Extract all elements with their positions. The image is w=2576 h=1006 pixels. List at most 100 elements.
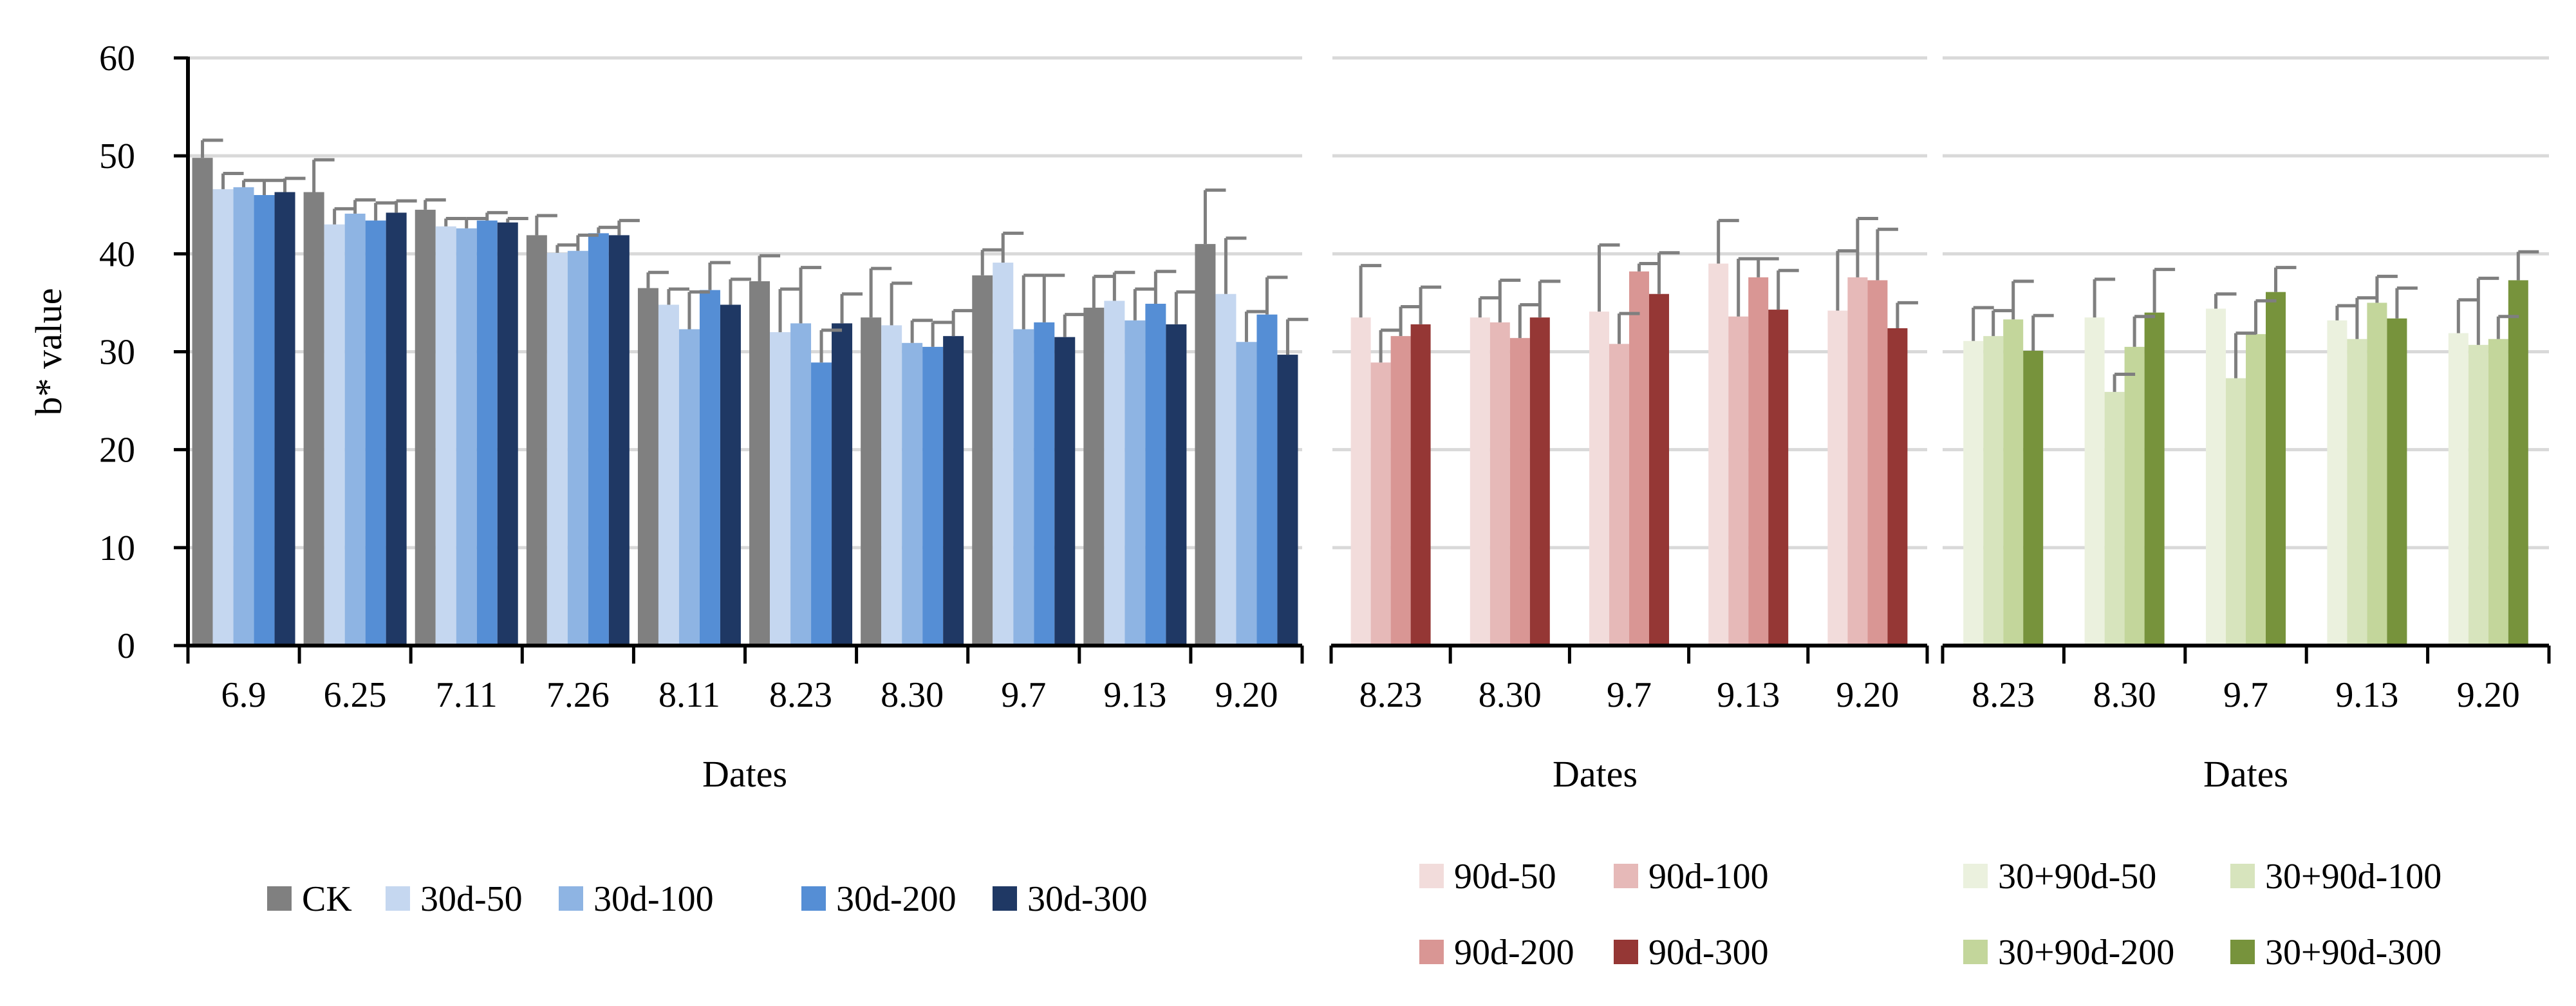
bar-90d-300-9.20 [1887, 328, 1908, 646]
bar-30+90d-50-9.13 [2327, 320, 2347, 646]
legend-label: 90d-50 [1454, 857, 1556, 897]
bar-30d-50-6.9 [212, 189, 234, 646]
bar-30d-50-8.30 [881, 325, 902, 646]
category-label: 7.11 [436, 675, 498, 715]
y-tick-label: 50 [99, 136, 135, 176]
legend-label: CK [302, 879, 352, 919]
y-tick-label: 10 [99, 528, 135, 568]
bar-30d-200-8.30 [922, 346, 944, 646]
bar-30d-100-9.13 [1125, 320, 1146, 646]
bar-90d-100-8.30 [1489, 322, 1510, 646]
legend-label: 30d-100 [593, 879, 714, 919]
bar-30d-300-6.25 [386, 212, 407, 646]
legend-swatch-30+90d-100 [2230, 864, 2255, 888]
bar-30+90d-100-9.13 [2347, 339, 2367, 646]
category-label: 9.7 [1001, 675, 1046, 715]
bar-30d-200-6.25 [365, 220, 386, 646]
category-label: 6.25 [324, 675, 387, 715]
bar-90d-300-8.30 [1529, 317, 1550, 646]
bar-30d-50-8.23 [770, 332, 791, 646]
bar-90d-50-9.7 [1589, 312, 1609, 646]
bar-90d-50-8.23 [1350, 317, 1371, 646]
legend-label: 90d-200 [1454, 933, 1574, 973]
bar-30+90d-300-8.23 [2023, 350, 2044, 646]
legend-label: 30+90d-300 [2265, 933, 2441, 973]
bar-30d-100-8.30 [902, 342, 923, 646]
legend-label: 30+90d-100 [2265, 857, 2441, 897]
bar-30d-300-6.9 [274, 192, 295, 646]
bar-CK-9.13 [1083, 308, 1105, 646]
bar-30+90d-300-9.7 [2266, 292, 2286, 646]
legend-label: 30+90d-200 [1998, 933, 2174, 973]
legend-swatch-30d-100 [559, 886, 583, 911]
bar-30d-100-7.26 [567, 250, 588, 646]
x-axis-title: Dates [2203, 753, 2288, 795]
bar-30+90d-100-8.23 [1983, 336, 2004, 646]
category-label: 9.7 [1607, 675, 1652, 715]
bar-30d-300-9.13 [1166, 324, 1187, 646]
bar-30d-300-9.20 [1277, 355, 1298, 646]
bar-CK-7.11 [415, 209, 436, 646]
bar-30d-300-8.11 [720, 304, 741, 646]
bar-30+90d-50-8.23 [1963, 340, 1984, 646]
bar-30+90d-200-8.30 [2124, 346, 2145, 646]
y-tick-label: 30 [99, 333, 135, 373]
bar-CK-9.20 [1195, 244, 1216, 646]
bar-30d-100-6.25 [344, 213, 366, 646]
bar-90d-200-8.23 [1390, 336, 1411, 646]
bar-30d-300-9.7 [1054, 337, 1076, 646]
legend-label: 90d-100 [1648, 857, 1769, 897]
y-tick-label: 0 [117, 626, 135, 666]
bar-30+90d-200-9.13 [2367, 303, 2387, 646]
bar-30+90d-50-9.7 [2206, 308, 2226, 646]
bar-30+90d-200-8.23 [2003, 319, 2024, 646]
bar-30d-100-9.20 [1236, 342, 1257, 646]
bar-CK-9.7 [972, 275, 993, 646]
bar-CK-6.25 [303, 192, 324, 646]
bar-30d-200-7.11 [476, 220, 498, 646]
bar-CK-7.26 [526, 235, 547, 646]
legend-label: 30d-300 [1027, 879, 1148, 919]
bar-90d-200-9.13 [1748, 277, 1769, 646]
legend-swatch-30d-50 [386, 886, 410, 911]
bar-30d-50-6.25 [324, 224, 345, 646]
bar-30d-50-8.11 [658, 304, 679, 646]
category-label: 9.20 [2457, 675, 2520, 715]
bar-90d-200-9.7 [1629, 271, 1649, 646]
bar-30d-50-9.13 [1104, 301, 1125, 646]
bar-30+90d-50-9.20 [2448, 333, 2469, 646]
bar-30d-50-9.7 [993, 263, 1014, 646]
bar-30+90d-100-8.30 [2104, 391, 2125, 646]
bar-90d-100-9.20 [1847, 277, 1868, 646]
bar-90d-100-8.23 [1370, 362, 1391, 646]
bar-90d-300-9.7 [1649, 293, 1669, 646]
bar-30d-200-8.11 [699, 290, 720, 646]
legend-swatch-30+90d-200 [1963, 940, 1988, 964]
bar-30d-50-9.20 [1215, 293, 1237, 646]
category-label: 9.20 [1215, 675, 1278, 715]
bar-30d-200-6.9 [254, 195, 275, 646]
legend-swatch-30+90d-300 [2230, 940, 2255, 964]
legend-swatch-30d-300 [993, 886, 1017, 911]
category-label: 8.23 [769, 675, 832, 715]
category-label: 8.30 [1479, 675, 1542, 715]
legend-label: 30+90d-50 [1998, 857, 2156, 897]
bar-30+90d-100-9.7 [2226, 378, 2246, 646]
y-tick-label: 40 [99, 234, 135, 274]
bar-90d-50-9.20 [1827, 310, 1848, 646]
legend-swatch-90d-300 [1614, 940, 1638, 964]
category-label: 9.20 [1836, 675, 1899, 715]
legend-swatch-90d-200 [1419, 940, 1444, 964]
bar-30d-200-9.20 [1256, 314, 1278, 646]
legend-swatch-90d-50 [1419, 864, 1444, 888]
bar-30+90d-200-9.7 [2246, 334, 2266, 646]
legend-label: 30d-50 [420, 879, 523, 919]
bar-30d-100-8.11 [678, 329, 700, 646]
bar-30+90d-200-9.20 [2488, 339, 2508, 646]
bar-90d-300-9.13 [1768, 310, 1789, 646]
bar-CK-6.9 [192, 158, 213, 646]
legend-swatch-90d-100 [1614, 864, 1638, 888]
legend-label: 90d-300 [1648, 933, 1769, 973]
category-label: 7.26 [546, 675, 610, 715]
